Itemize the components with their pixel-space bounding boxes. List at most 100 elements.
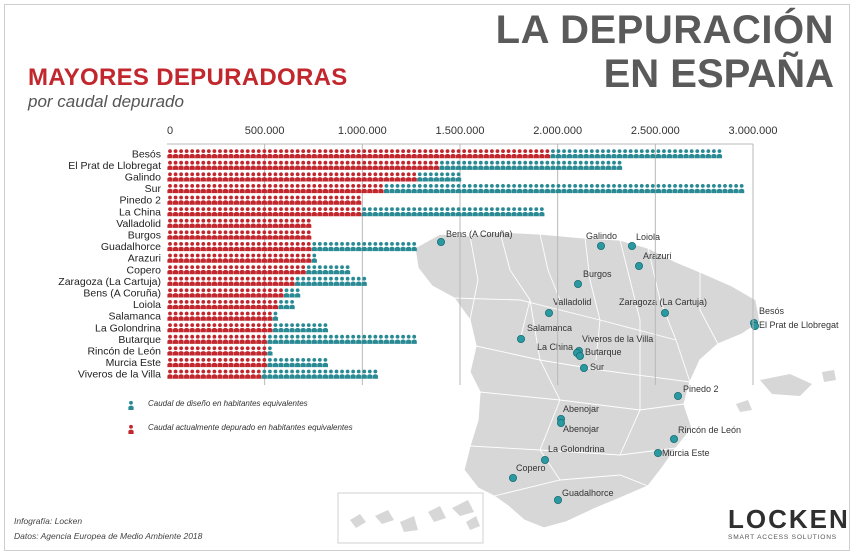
bar-actual-person — [272, 207, 279, 217]
category-label: Rincón de León — [87, 346, 161, 358]
bar-actual-person — [195, 346, 201, 356]
bar-design-person — [483, 184, 489, 194]
bar-design-person — [522, 184, 528, 194]
bar-design-person — [422, 207, 428, 217]
bar-actual-person — [356, 207, 362, 217]
bar-actual-person — [189, 195, 195, 205]
bar-actual-person — [339, 149, 345, 159]
map-label: El Prat de Llobregat — [759, 320, 839, 330]
bar-actual-person — [289, 160, 295, 170]
bar-actual-person — [267, 253, 273, 263]
bar-actual-person — [328, 195, 334, 205]
bar-actual-person — [245, 149, 251, 159]
bar-design-person — [289, 300, 295, 310]
bar-design-person — [311, 358, 317, 368]
map-label: Arazuri — [643, 251, 672, 261]
bar-actual-person — [211, 160, 217, 170]
bar-actual-person — [283, 184, 290, 194]
map-dot — [654, 448, 663, 457]
bar-actual-person — [245, 230, 251, 240]
bar-actual-person — [417, 149, 423, 159]
bar-actual-person — [222, 265, 229, 275]
bar-design-person — [505, 184, 512, 194]
bar-design-person — [600, 149, 606, 159]
bar-actual-person — [250, 218, 256, 228]
bar-actual-person — [239, 253, 245, 263]
bar-actual-person — [256, 253, 262, 263]
bar-actual-person — [189, 311, 195, 321]
bar-design-person — [311, 276, 317, 286]
bar-design-person — [450, 160, 456, 170]
bar-design-person — [472, 184, 478, 194]
bar-actual-person — [239, 265, 245, 275]
bar-design-person — [317, 276, 323, 286]
bar-actual-person — [250, 253, 256, 263]
bar-design-person — [328, 242, 334, 252]
bar-actual-person — [206, 160, 212, 170]
bar-actual-person — [494, 149, 501, 159]
bar-actual-person — [195, 276, 201, 286]
bar-design-person — [378, 242, 384, 252]
map-points: Bens (A Coruña) Galindo Loiola Arazuri Burgo… — [436, 229, 839, 504]
category-label: La Golondrina — [95, 322, 161, 334]
bar-actual-person — [289, 253, 295, 263]
bar-design-person — [333, 242, 340, 252]
bar-actual-person — [250, 172, 256, 182]
bar-actual-person — [306, 242, 312, 252]
bar-actual-person — [278, 265, 284, 275]
bar-actual-person — [211, 253, 217, 263]
bar-actual-person — [200, 172, 206, 182]
bar-row — [167, 160, 623, 170]
bar-design-person — [311, 323, 317, 333]
bar-actual-person — [184, 230, 190, 240]
bar-actual-person — [195, 369, 201, 379]
bar-design-person — [317, 369, 323, 379]
bar-actual-person — [350, 207, 356, 217]
bar-actual-person — [311, 195, 317, 205]
map-label: Rincón de León — [678, 425, 741, 435]
x-tick-label: 1.500.000 — [436, 125, 485, 137]
bar-actual-person — [317, 149, 323, 159]
bar-actual-person — [500, 149, 506, 159]
bar-actual-person — [378, 172, 384, 182]
bar-actual-person — [211, 195, 217, 205]
bar-actual-person — [189, 276, 195, 286]
bar-actual-person — [195, 300, 201, 310]
bar-actual-person — [261, 160, 267, 170]
bar-actual-person — [528, 149, 534, 159]
bar-design-person — [456, 160, 462, 170]
bar-actual-person — [239, 184, 245, 194]
bar-design-person — [694, 184, 700, 194]
bar-actual-person — [256, 346, 262, 356]
bar-design-person — [472, 160, 478, 170]
bar-design-person — [322, 323, 328, 333]
bar-actual-person — [511, 149, 517, 159]
bar-actual-person — [222, 311, 229, 321]
category-label: El Prat de Llobregat — [68, 160, 161, 172]
bar-actual-person — [345, 149, 351, 159]
bar-actual-person — [222, 184, 229, 194]
bar-design-person — [567, 160, 573, 170]
bar-actual-person — [184, 172, 190, 182]
bar-actual-person — [178, 230, 184, 240]
bar-actual-person — [256, 230, 262, 240]
bar-actual-person — [295, 207, 301, 217]
bar-actual-person — [228, 358, 234, 368]
bar-actual-person — [184, 184, 190, 194]
bar-actual-person — [167, 172, 173, 182]
bar-design-person — [261, 369, 267, 379]
bar-design-person — [283, 300, 290, 310]
bar-actual-person — [345, 195, 351, 205]
bar-design-person — [456, 207, 462, 217]
bar-actual-person — [489, 149, 495, 159]
category-label: Galindo — [125, 172, 161, 184]
bar-actual-person — [217, 207, 223, 217]
bar-actual-person — [234, 346, 240, 356]
bar-actual-person — [522, 149, 528, 159]
map-location: Loiola — [628, 232, 660, 250]
bar-actual-person — [167, 253, 173, 263]
bar-design-person — [350, 276, 356, 286]
bar-actual-person — [261, 311, 267, 321]
map-label: Viveros de la Villa — [582, 334, 653, 344]
bar-actual-person — [206, 334, 212, 344]
